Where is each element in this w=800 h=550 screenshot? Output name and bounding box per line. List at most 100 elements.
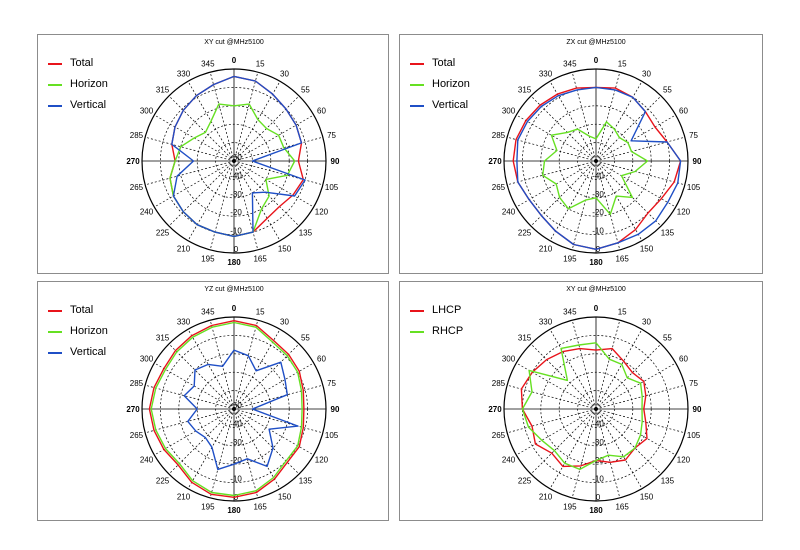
radial-tick-label: -20	[592, 208, 604, 217]
grid-spoke	[233, 160, 323, 186]
angle-tick-label: 105	[325, 431, 339, 440]
grid-spoke	[233, 160, 300, 227]
radial-tick-label: -30	[592, 438, 604, 447]
angle-tick-label: 55	[301, 86, 310, 95]
chart-title: YZ cut @MHz5100	[204, 286, 263, 293]
angle-tick-label: 345	[563, 59, 577, 68]
angle-tick-label: 0	[232, 56, 237, 65]
legend-swatch	[410, 310, 424, 312]
angle-tick-label: 90	[331, 405, 340, 414]
angle-tick-label: 135	[299, 476, 313, 485]
angle-tick-label: 225	[518, 228, 532, 237]
grid-spoke	[233, 362, 314, 410]
legend-swatch	[410, 331, 424, 333]
grid-spoke	[595, 320, 621, 410]
series-line-horizon	[541, 121, 649, 216]
angle-tick-label: 285	[492, 379, 506, 388]
radial-tick-label: -20	[230, 208, 242, 217]
angle-tick-label: 55	[301, 334, 310, 343]
grid-spoke	[595, 81, 643, 162]
radial-tick-label: -10	[230, 227, 242, 236]
angle-tick-label: 165	[253, 255, 267, 264]
angle-tick-label: 30	[280, 70, 289, 79]
grid-spoke	[209, 320, 235, 410]
angle-tick-label: 120	[315, 456, 329, 465]
angle-tick-label: 150	[640, 244, 654, 253]
radial-tick-label: -10	[592, 475, 604, 484]
grid-spoke	[233, 136, 323, 162]
angle-tick-label: 300	[502, 107, 516, 116]
radial-tick-label: -30	[230, 438, 242, 447]
angle-tick-label: 180	[589, 258, 603, 267]
angle-tick-label: 90	[693, 405, 702, 414]
legend-label: Total	[432, 57, 456, 69]
angle-tick-label: 150	[278, 244, 292, 253]
grid-spoke	[549, 329, 597, 410]
series-line-total	[148, 320, 305, 499]
legend-swatch	[48, 352, 62, 354]
grid-spoke	[507, 136, 597, 162]
grid-spoke	[145, 136, 235, 162]
angle-tick-label: 30	[642, 70, 651, 79]
angle-tick-label: 0	[594, 304, 599, 313]
grid-spoke	[516, 114, 597, 162]
grid-spoke	[516, 362, 597, 410]
grid-spoke	[233, 384, 323, 410]
grid-spoke	[233, 160, 314, 208]
angle-tick-label: 330	[177, 70, 191, 79]
legend-swatch	[48, 84, 62, 86]
angle-tick-label: 30	[642, 318, 651, 327]
grid-spoke	[595, 160, 662, 227]
legend-label: Horizon	[432, 78, 470, 90]
legend-label: Horizon	[70, 325, 108, 337]
radial-tick-label: -50	[230, 401, 242, 410]
angle-tick-label: 300	[140, 355, 154, 364]
polar-plot-3: YZ cut @MHz5100 0 15 30 55 60 75 90 105 120 135 150…	[126, 286, 340, 515]
angle-tick-label: 75	[689, 131, 698, 140]
angle-tick-label: 210	[539, 492, 553, 501]
radial-tick-label: -50	[230, 153, 242, 162]
grid-spoke	[145, 160, 235, 186]
grid-spoke	[233, 72, 259, 162]
angle-tick-label: 195	[563, 255, 577, 264]
angle-tick-label: 315	[518, 334, 532, 343]
angle-tick-label: 195	[201, 255, 215, 264]
angle-tick-label: 195	[201, 503, 215, 512]
grid-spoke	[595, 160, 676, 208]
angle-tick-label: 15	[256, 59, 265, 68]
grid-spoke	[233, 408, 314, 456]
angle-tick-label: 90	[331, 157, 340, 166]
grid-spoke	[595, 408, 643, 489]
polar-plot-1: XY cut @MHz5100 0 15 30 55 60 75 90 105 120 135 150…	[126, 39, 340, 267]
angle-tick-label: 55	[663, 334, 672, 343]
grid-spoke	[233, 408, 323, 434]
angle-tick-label: 265	[130, 183, 144, 192]
angle-tick-label: 15	[618, 307, 627, 316]
angle-tick-label: 210	[177, 492, 191, 501]
legend-label: Total	[70, 304, 94, 316]
radial-tick-label: -20	[230, 456, 242, 465]
grid-spoke	[595, 95, 662, 162]
grid-spoke	[595, 329, 643, 410]
angle-tick-label: 15	[618, 59, 627, 68]
radial-tick-label: -40	[592, 171, 604, 180]
radial-tick-label: 0	[234, 245, 239, 254]
angle-tick-label: 30	[280, 318, 289, 327]
chart-panel-4: XY cut @MHz5100 0 15 30 55 60 75 90 105 120 135 150…	[399, 281, 763, 521]
angle-tick-label: 345	[201, 307, 215, 316]
radial-tick-label: -30	[230, 190, 242, 199]
angle-tick-label: 165	[615, 503, 629, 512]
angle-tick-label: 345	[563, 307, 577, 316]
grid-spoke	[516, 408, 597, 456]
angle-tick-label: 135	[299, 228, 313, 237]
legend-label: RHCP	[432, 325, 464, 337]
angle-tick-label: 330	[539, 318, 553, 327]
angle-tick-label: 315	[156, 334, 170, 343]
chart-title: ZX cut @MHz5100	[566, 39, 625, 46]
grid-spoke	[595, 362, 676, 410]
angle-tick-label: 120	[315, 208, 329, 217]
grid-spoke	[595, 408, 676, 456]
grid-spoke	[233, 408, 300, 475]
angle-tick-label: 105	[325, 183, 339, 192]
grid-spoke	[187, 408, 235, 489]
